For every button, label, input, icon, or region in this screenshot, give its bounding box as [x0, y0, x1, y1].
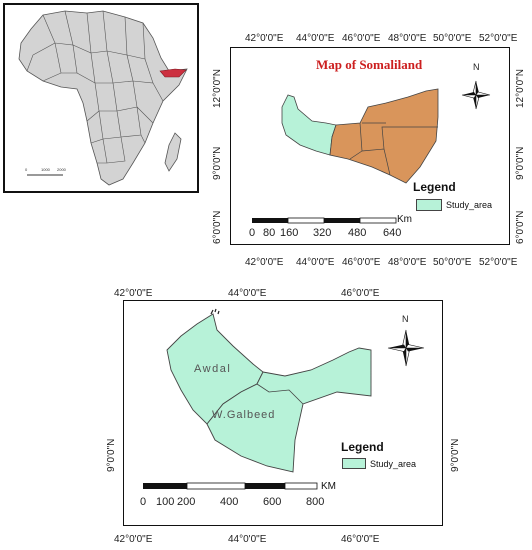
st-top-lon-44: 44°0'0"E — [228, 288, 267, 299]
ov-bot-lon-52: 52°0'0"E — [479, 257, 518, 268]
overview-legend-label: Study_area — [446, 200, 493, 210]
ov-top-lon-48: 48°0'0"E — [388, 33, 427, 44]
region-label-awdal: Awdal — [194, 363, 232, 375]
overview-regions — [252, 80, 491, 224]
study-scale-unit: KM — [321, 481, 336, 492]
inset-scale-0: 0 — [25, 167, 28, 172]
inset-scale-1000: 1000 — [41, 167, 51, 172]
overview-study-area — [281, 94, 337, 156]
africa-map: 0 1000 2000 — [18, 10, 188, 186]
ov-scale-80: 80 — [263, 227, 276, 239]
ov-scale-640: 640 — [383, 227, 402, 239]
study-legend-label: Study_area — [370, 459, 417, 469]
st-bot-lon-46: 46°0'0"E — [341, 534, 380, 545]
ov-right-lat-12: 12°0'0"N — [515, 69, 526, 108]
st-right-lat-9: 9°0'0"N — [450, 438, 461, 472]
madagascar — [164, 132, 182, 172]
overview-north-label: N — [473, 62, 480, 72]
study-islets — [210, 308, 220, 315]
ov-scale-480: 480 — [348, 227, 367, 239]
study-regions — [143, 308, 425, 490]
ov-bot-lon-48: 48°0'0"E — [388, 257, 427, 268]
ov-top-lon-50: 50°0'0"E — [433, 33, 472, 44]
study-legend-swatch — [342, 458, 366, 469]
ov-scale-320: 320 — [313, 227, 332, 239]
ov-right-lat-9: 9°0'0"N — [515, 146, 526, 180]
study-scalebar — [143, 482, 318, 490]
ov-right-lat-6: 6°0'0"N — [515, 210, 526, 244]
ov-left-lat-12: 12°0'0"N — [212, 69, 223, 108]
inset-scale-2000: 2000 — [57, 167, 67, 172]
ov-top-lon-46: 46°0'0"E — [342, 33, 381, 44]
study-north-arrow — [387, 329, 425, 367]
ov-bot-lon-42: 42°0'0"E — [245, 257, 284, 268]
st-scale-400: 400 — [220, 496, 239, 508]
overview-scalebar — [252, 217, 397, 224]
ov-left-lat-6: 6°0'0"N — [212, 210, 223, 244]
ov-top-lon-44: 44°0'0"E — [296, 33, 335, 44]
ov-left-lat-9: 9°0'0"N — [212, 146, 223, 180]
region-label-wgalbeed: W.Galbeed — [212, 409, 276, 421]
st-scale-100: 100 — [156, 496, 175, 508]
st-bot-lon-44: 44°0'0"E — [228, 534, 267, 545]
st-scale-600: 600 — [263, 496, 282, 508]
study-legend-title: Legend — [341, 440, 384, 454]
africa-continent — [18, 10, 188, 186]
ov-bot-lon-46: 46°0'0"E — [342, 257, 381, 268]
overview-legend-swatch — [416, 199, 442, 211]
overview-map-title: Map of Somaliland — [316, 57, 423, 72]
study-internal-border — [256, 383, 304, 405]
overview-region-borders — [349, 122, 438, 176]
st-top-lon-42: 42°0'0"E — [114, 288, 153, 299]
st-bot-lon-42: 42°0'0"E — [114, 534, 153, 545]
ov-bot-lon-50: 50°0'0"E — [433, 257, 472, 268]
overview-scale-unit: Km — [397, 214, 412, 225]
study-area-wgalbeed — [206, 347, 372, 473]
ov-scale-160: 160 — [280, 227, 299, 239]
overview-other-regions — [329, 88, 439, 184]
st-scale-0: 0 — [140, 496, 147, 508]
st-top-lon-46: 46°0'0"E — [341, 288, 380, 299]
somaliland-highlight — [159, 68, 187, 78]
ov-bot-lon-44: 44°0'0"E — [296, 257, 335, 268]
st-scale-200: 200 — [177, 496, 196, 508]
st-left-lat-9: 9°0'0"N — [106, 438, 117, 472]
ov-scale-0: 0 — [249, 227, 256, 239]
africa-borders — [26, 10, 164, 164]
st-scale-800: 800 — [306, 496, 325, 508]
study-north-label: N — [402, 314, 409, 324]
overview-legend-title: Legend — [413, 180, 456, 194]
ov-top-lon-42: 42°0'0"E — [245, 33, 284, 44]
overview-north-arrow — [461, 80, 491, 110]
ov-top-lon-52: 52°0'0"E — [479, 33, 518, 44]
